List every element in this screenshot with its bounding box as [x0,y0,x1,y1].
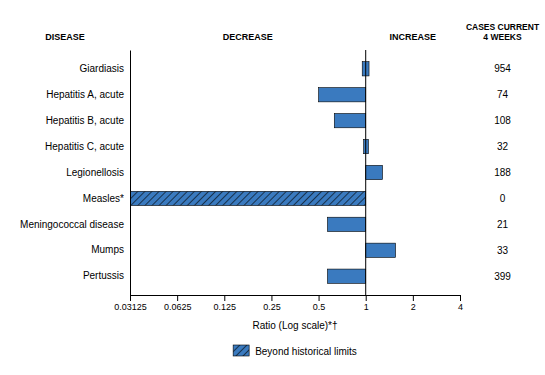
x-tick-mark [319,295,320,301]
legend: Beyond historical limits [233,345,357,357]
y-tick-label: Hepatitis C, acute [45,141,124,152]
y-tick-label: Mumps [91,244,124,255]
x-tick-label: 2 [411,302,416,312]
bar [366,243,396,257]
x-tick-label: 0.25 [263,302,281,312]
bar [366,165,383,179]
x-tick-label: 0.125 [214,302,237,312]
legend-item: Beyond historical limits [233,345,357,357]
cases-value: 399 [494,271,511,282]
x-tick: 4 [458,295,463,312]
column-header: CASES CURRENT4 WEEKS [466,22,540,42]
x-tick-mark [271,295,272,301]
x-tick: 1 [364,295,369,312]
chart-svg: 0.03125 0.0625 0.125 0.25 0.5 1 2 4 Giardiasis He… [0,0,545,375]
x-axis-line [131,296,461,302]
column-header: DECREASE [223,32,273,42]
y-tick: Measles* [83,193,130,204]
y-tick: Meningococcal disease [20,219,130,230]
y-axis: Giardiasis Hepatitis A, acute Hepatitis B,… [20,51,130,296]
cases-value: 74 [497,89,509,100]
y-tick: Giardiasis [80,63,130,74]
y-tick: Hepatitis B, acute [46,115,130,126]
legend-label: Beyond historical limits [255,346,357,357]
y-tick-label: Meningococcal disease [20,219,124,230]
y-tick: Pertussis [83,270,130,281]
x-tick: 0.03125 [114,295,147,312]
y-tick-label: Measles* [83,193,124,204]
x-tick-mark [224,295,225,301]
chart-container: 0.03125 0.0625 0.125 0.25 0.5 1 2 4 Giardiasis He… [0,0,545,375]
x-tick-label: 0.0625 [164,302,192,312]
x-tick: 0.125 [214,295,237,312]
bar [327,217,365,231]
x-tick-mark [413,295,414,301]
column-header: DISEASE [45,32,85,42]
cases-value: 954 [494,63,511,74]
x-tick-label: 1 [364,302,369,312]
x-axis-title: Ratio (Log scale)*† [252,320,337,331]
cases-value: 108 [494,115,511,126]
y-axis-line [130,51,131,296]
bar [334,114,365,128]
bars [130,50,396,295]
column-header: INCREASE [390,32,437,42]
x-tick-label: 0.5 [313,302,326,312]
cases-value: 32 [497,141,509,152]
y-tick: Hepatitis A, acute [46,89,130,100]
legend-swatch [233,345,249,356]
x-tick-label: 0.03125 [114,302,147,312]
y-tick-label: Hepatitis A, acute [46,89,124,100]
x-tick: 0.25 [263,295,281,312]
y-tick-label: Giardiasis [80,63,124,74]
bar [327,269,365,283]
x-axis: 0.03125 0.0625 0.125 0.25 0.5 1 2 4 [114,295,463,312]
x-tick: 2 [411,295,416,312]
x-tick: 0.5 [313,295,326,312]
x-tick-mark [130,295,131,301]
y-tick: Hepatitis C, acute [45,141,130,152]
bar [130,191,366,205]
plot-area: 0.03125 0.0625 0.125 0.25 0.5 1 2 4 Giardiasis He… [20,50,463,312]
y-tick: Mumps [91,244,130,255]
y-tick-label: Hepatitis B, acute [46,115,125,126]
column-header-line: 4 WEEKS [483,32,522,42]
cases-value: 0 [500,193,506,204]
y-tick-label: Legionellosis [66,167,124,178]
x-tick: 0.0625 [164,295,192,312]
x-tick-mark [177,295,178,301]
y-tick: Legionellosis [66,167,130,178]
cases-value: 21 [497,219,509,230]
cases-value: 188 [494,167,511,178]
x-tick-mark [366,295,367,301]
y-tick-label: Pertussis [83,270,124,281]
reference-line [365,50,366,295]
x-tick-mark [460,295,461,301]
bar [319,88,366,102]
cases-value: 33 [497,245,509,256]
column-header-line: CASES CURRENT [466,22,540,32]
x-tick-label: 4 [458,302,463,312]
